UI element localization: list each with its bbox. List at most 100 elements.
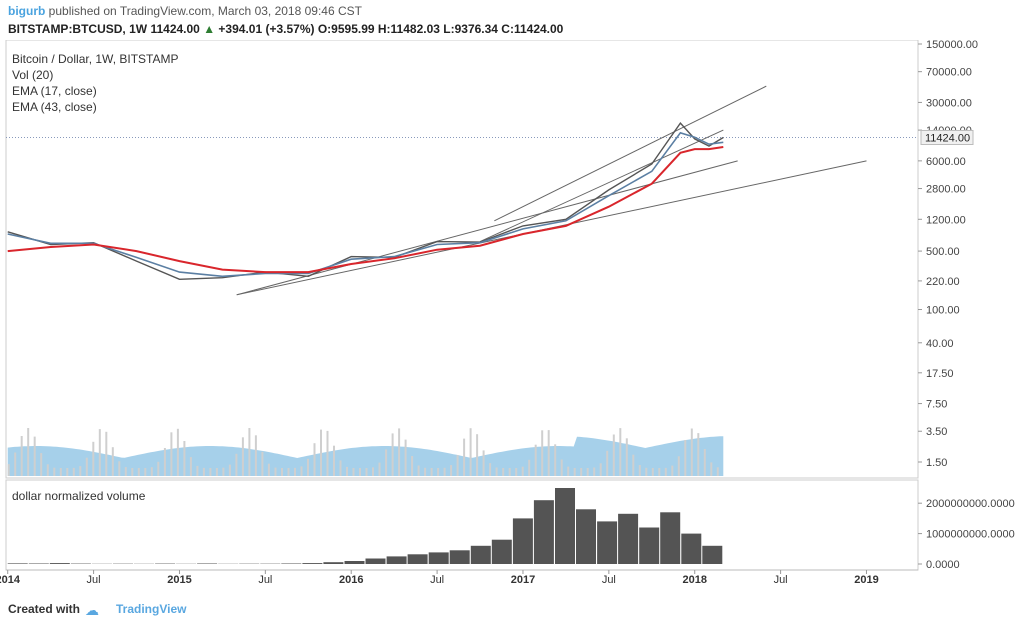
volume-bar — [417, 465, 420, 476]
volume-bar — [612, 434, 615, 476]
volume-bar — [209, 468, 212, 476]
trend-line[interactable] — [236, 160, 738, 296]
dollar-volume-bar — [470, 545, 491, 564]
legend-title: Bitcoin / Dollar, 1W, BITSTAMP — [12, 52, 179, 66]
dollar-volume-bar — [49, 563, 70, 564]
volume-bar — [72, 467, 75, 476]
dollar-volume-bar — [491, 539, 512, 564]
volume-bar — [593, 467, 596, 476]
time-tick-label: Jul — [774, 574, 788, 586]
volume-bar — [495, 467, 498, 476]
price-tick-label: 100.00 — [926, 305, 960, 317]
publish-line: bigurb published on TradingView.com, Mar… — [8, 4, 362, 18]
dollar-volume-tick-label: 2000000000.0000 — [926, 498, 1015, 510]
dollar-volume-bar — [344, 561, 365, 564]
volume-bar — [326, 430, 329, 476]
volume-bar — [196, 465, 199, 476]
volume-bar — [502, 468, 505, 476]
publish-info: published on TradingView.com, March 03, … — [48, 4, 362, 18]
dollar-volume-bar — [639, 527, 660, 564]
last-price-label: 11424.00 — [920, 129, 974, 145]
dollar-volume-bar — [618, 513, 639, 564]
price-tick-label: 40.00 — [926, 338, 954, 350]
sub-panel-title: dollar normalized volume — [12, 489, 146, 503]
volume-bar — [443, 467, 446, 476]
volume-bar — [567, 466, 570, 476]
volume-bar — [658, 468, 661, 476]
price-tick-label: 500.00 — [926, 246, 960, 258]
volume-bar — [163, 448, 166, 476]
volume-bar — [33, 436, 36, 476]
volume-bar — [599, 463, 602, 476]
dollar-volume-bar — [449, 550, 470, 564]
volume-bar — [189, 457, 192, 476]
volume-bar — [46, 464, 49, 476]
last-price-box — [920, 129, 974, 145]
time-tick-label: Jul — [87, 574, 101, 586]
volume-bar — [573, 468, 576, 476]
trend-line[interactable] — [479, 129, 724, 243]
price-tick-label: 70000.00 — [926, 67, 972, 79]
volume-bar — [450, 465, 453, 476]
volume-bar — [170, 432, 173, 476]
volume-bar — [625, 438, 628, 476]
dollar-volume-bar — [365, 558, 386, 564]
dollar-volume-bar — [597, 521, 618, 564]
time-tick-label: 2017 — [511, 574, 535, 586]
dollar-volume-bar — [681, 533, 702, 564]
trend-line[interactable] — [494, 85, 767, 222]
author-link[interactable]: bigurb — [8, 4, 46, 18]
volume-bar — [684, 440, 687, 476]
dollar-volume-bar — [197, 563, 218, 564]
volume-bar — [157, 461, 160, 476]
dollar-volume-bar — [512, 518, 533, 564]
volume-bar — [710, 462, 713, 476]
dollar-volume-bar — [533, 500, 554, 564]
tradingview-link[interactable]: TradingView — [116, 602, 187, 616]
volume-bar — [53, 467, 56, 476]
volume-bar — [241, 437, 244, 476]
volume-bar — [7, 464, 10, 476]
price-chart[interactable]: 150000.0070000.0030000.0014000.006000.00… — [0, 40, 1024, 596]
legend-ema-fast: EMA (17, close) — [12, 84, 97, 98]
volume-bar — [619, 428, 622, 476]
volume-bar — [124, 467, 127, 476]
dollar-volume-bar — [7, 563, 28, 564]
volume-bar — [131, 468, 134, 476]
volume-bar — [365, 468, 368, 476]
volume-bar — [79, 466, 82, 476]
dollar-volume-tick-label: 1000000000.0000 — [926, 529, 1015, 541]
volume-bar — [703, 449, 706, 476]
volume-bar — [92, 441, 95, 476]
volume-bars — [7, 428, 719, 476]
close-value: 11424.00 — [150, 22, 200, 36]
volume-bar — [300, 466, 303, 476]
legend-vol: Vol (20) — [12, 68, 53, 82]
volume-bar — [476, 434, 479, 476]
price-axis[interactable]: 150000.0070000.0030000.0014000.006000.00… — [918, 40, 978, 469]
volume-bar — [411, 456, 414, 476]
dollar-volume-axis: 2000000000.0000 1000000000.0000 0.0000 — [918, 498, 1015, 571]
volume-bar — [541, 430, 544, 476]
chart-header: bigurb published on TradingView.com, Mar… — [0, 0, 1024, 40]
volume-bar — [534, 444, 537, 476]
price-tick-label: 3.50 — [926, 426, 947, 438]
volume-bar — [716, 467, 719, 476]
dollar-volume-bar — [323, 562, 344, 564]
time-axis[interactable]: 2014 Jul 2015 Jul 2016 Jul 2017 Jul 2018 Jul 2019 — [0, 570, 879, 586]
volume-bar — [222, 467, 225, 476]
time-tick-label: 2014 — [0, 574, 21, 586]
chart-legend: Bitcoin / Dollar, 1W, BITSTAMP Vol (20) … — [12, 52, 179, 114]
tradingview-cloud-icon: ☁ — [85, 602, 99, 618]
volume-bar — [346, 466, 348, 476]
volume-bar — [586, 468, 589, 476]
ema-slow-line — [7, 146, 724, 274]
dollar-volume-bar — [28, 563, 49, 564]
volume-bar — [391, 433, 394, 476]
price-tick-label: 17.50 — [926, 368, 954, 380]
volume-bar — [547, 430, 550, 476]
volume-bar — [281, 468, 283, 476]
price-tick-label: 7.50 — [926, 399, 947, 411]
volume-bar — [508, 468, 511, 476]
price-tick-label: 150000.00 — [926, 40, 978, 51]
